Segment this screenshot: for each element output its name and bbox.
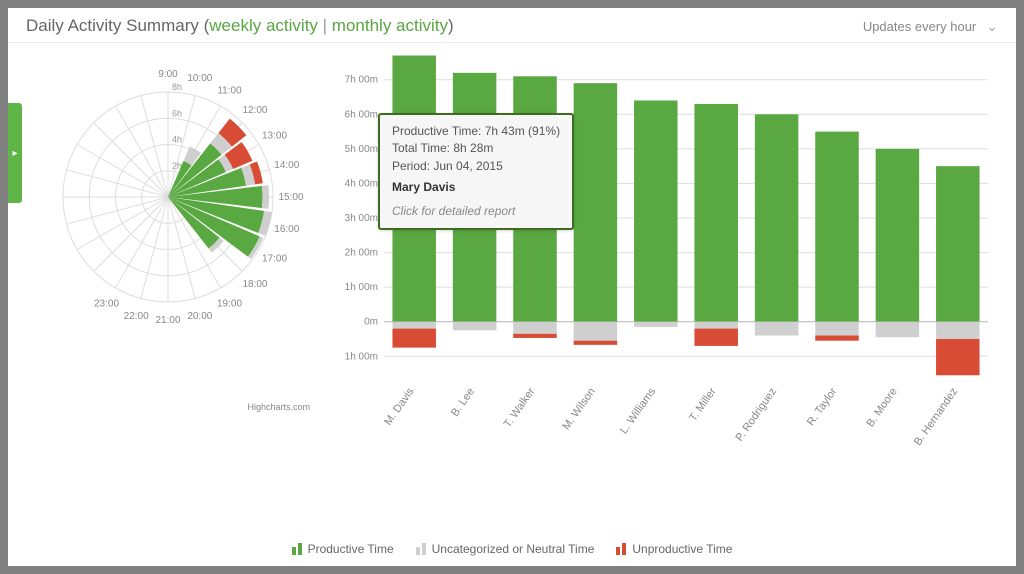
svg-text:16:00: 16:00	[274, 224, 299, 235]
polar-chart[interactable]: 2h4h6h8h9:0010:0011:0012:0013:0014:0015:…	[13, 57, 323, 367]
svg-text:B. Lee: B. Lee	[449, 386, 477, 419]
legend-neutral-label: Uncategorized or Neutral Time	[432, 542, 595, 556]
svg-text:8h: 8h	[172, 82, 182, 92]
updates-indicator[interactable]: Updates every hour ⌄	[863, 18, 998, 35]
svg-text:3h 00m: 3h 00m	[345, 213, 378, 224]
svg-text:7h 00m: 7h 00m	[345, 75, 378, 86]
svg-text:4h 00m: 4h 00m	[345, 178, 378, 189]
svg-text:6h: 6h	[172, 108, 182, 118]
svg-text:4h: 4h	[172, 135, 182, 145]
unproductive-icon	[616, 543, 626, 555]
svg-text:1h 00m: 1h 00m	[345, 282, 378, 293]
svg-text:10:00: 10:00	[187, 73, 212, 84]
tooltip-person-name: Mary Davis	[392, 179, 560, 196]
svg-text:14:00: 14:00	[274, 160, 299, 171]
svg-text:6h 00m: 6h 00m	[345, 109, 378, 120]
panel-header: Daily Activity Summary (weekly activity …	[8, 8, 1016, 43]
svg-text:M. Davis: M. Davis	[382, 385, 417, 427]
activity-panel: Daily Activity Summary (weekly activity …	[8, 8, 1016, 566]
svg-text:P. Rodriguez: P. Rodriguez	[734, 386, 779, 444]
svg-text:M. Wilson: M. Wilson	[560, 386, 598, 432]
tooltip-period: Period: Jun 04, 2015	[392, 158, 560, 175]
legend-neutral[interactable]: Uncategorized or Neutral Time	[416, 542, 595, 556]
panel-title: Daily Activity Summary (weekly activity …	[26, 16, 454, 36]
chart-legend: Productive Time Uncategorized or Neutral…	[8, 536, 1016, 566]
svg-text:B. Hernandez: B. Hernandez	[912, 386, 960, 448]
chart-credits: Highcharts.com	[247, 402, 310, 412]
svg-text:T. Miller: T. Miller	[687, 386, 719, 424]
svg-text:T. Walker: T. Walker	[502, 386, 538, 430]
legend-unproductive-label: Unproductive Time	[632, 542, 732, 556]
svg-text:22:00: 22:00	[124, 311, 149, 322]
svg-text:18:00: 18:00	[242, 279, 267, 290]
svg-text:15:00: 15:00	[278, 192, 303, 203]
svg-text:R. Taylor: R. Taylor	[805, 386, 840, 429]
legend-productive-label: Productive Time	[308, 542, 394, 556]
neutral-icon	[416, 543, 426, 555]
svg-text:13:00: 13:00	[262, 131, 287, 142]
productive-icon	[292, 543, 302, 555]
svg-text:21:00: 21:00	[155, 315, 180, 326]
svg-text:11:00: 11:00	[217, 85, 242, 96]
title-text: Daily Activity Summary	[26, 16, 199, 35]
svg-text:1h 00m: 1h 00m	[345, 351, 378, 362]
polar-chart-container: 2h4h6h8h9:0010:0011:0012:0013:0014:0015:…	[8, 53, 328, 530]
monthly-activity-link[interactable]: monthly activity	[332, 16, 448, 35]
svg-text:5h 00m: 5h 00m	[345, 144, 378, 155]
title-separator: |	[323, 16, 332, 35]
tooltip-productive-time: Productive Time: 7h 43m (91%)	[392, 123, 560, 140]
svg-text:17:00: 17:00	[262, 254, 287, 265]
svg-text:L. Williams: L. Williams	[618, 385, 659, 436]
updates-label: Updates every hour	[863, 19, 976, 34]
svg-text:9:00: 9:00	[158, 69, 178, 80]
tooltip-total-time: Total Time: 8h 28m	[392, 140, 560, 157]
legend-unproductive[interactable]: Unproductive Time	[616, 542, 732, 556]
svg-text:12:00: 12:00	[242, 105, 267, 116]
legend-productive[interactable]: Productive Time	[292, 542, 394, 556]
svg-text:20:00: 20:00	[187, 311, 212, 322]
svg-text:2h 00m: 2h 00m	[345, 248, 378, 259]
tooltip-cta: Click for detailed report	[392, 203, 560, 220]
svg-text:19:00: 19:00	[217, 299, 242, 310]
chart-tooltip[interactable]: Productive Time: 7h 43m (91%) Total Time…	[378, 113, 574, 230]
bar-chart-container: 7h 00m 6h 00m 5h 00m 4h 00m 3h 00m 2h 00m 1h 0…	[328, 53, 1006, 530]
chevron-down-icon: ⌄	[986, 18, 998, 35]
panel-content: ▸ 2h4h6h8h9:0010:0011:0012:0013:0014:001…	[8, 43, 1016, 536]
svg-text:0m: 0m	[364, 317, 378, 328]
svg-text:23:00: 23:00	[94, 299, 119, 310]
svg-text:B. Moore: B. Moore	[864, 386, 899, 429]
weekly-activity-link[interactable]: weekly activity	[209, 16, 318, 35]
